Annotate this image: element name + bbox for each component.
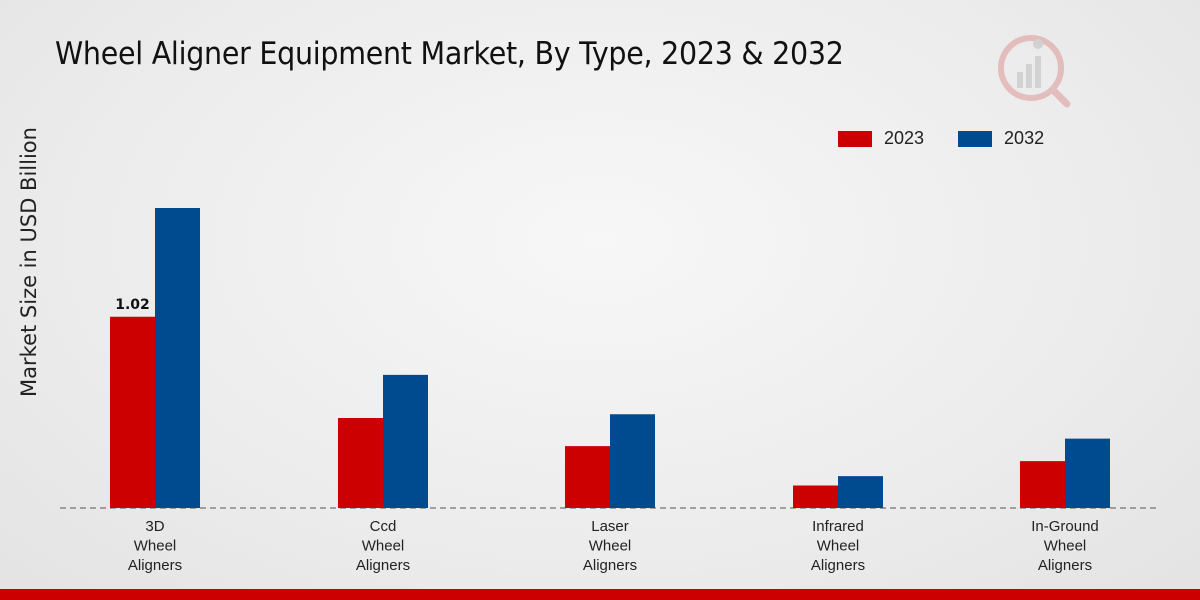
bar-2023-1[interactable] <box>338 418 383 508</box>
bar-2032-2[interactable] <box>610 414 655 508</box>
legend-label-2023: 2023 <box>884 128 925 148</box>
bar-2023-0[interactable] <box>110 316 155 508</box>
bar-2023-3[interactable] <box>793 485 838 509</box>
bar-2023-4[interactable] <box>1020 461 1065 508</box>
bottom-accent-bar <box>0 589 1200 600</box>
chart-title: Wheel Aligner Equipment Market, By Type,… <box>55 36 844 72</box>
data-label-0: 1.02 <box>115 297 150 313</box>
legend: 2023 2032 <box>838 128 1078 149</box>
legend-swatch-2023 <box>838 130 872 147</box>
x-tick-label-3: Infrared Wheel Aligners <box>811 518 865 574</box>
bar-2032-1[interactable] <box>383 374 428 508</box>
bar-2032-0[interactable] <box>155 208 200 508</box>
legend-item-2032[interactable]: 2032 <box>958 128 1044 149</box>
legend-label-2032: 2032 <box>1004 128 1045 148</box>
bar-2032-4[interactable] <box>1065 438 1110 508</box>
x-tick-label-2: Laser Wheel Aligners <box>583 518 637 574</box>
watermark-logo-icon <box>998 35 1071 108</box>
x-tick-label-0: 3D Wheel Aligners <box>128 518 182 574</box>
bar-2032-3[interactable] <box>838 476 883 508</box>
x-tick-label-4: In-Ground Wheel Aligners <box>1031 518 1099 574</box>
bar-2023-2[interactable] <box>565 446 610 508</box>
legend-swatch-2032 <box>958 130 993 147</box>
x-tick-label-1: Ccd Wheel Aligners <box>356 518 410 574</box>
legend-item-2023[interactable]: 2023 <box>838 128 924 149</box>
